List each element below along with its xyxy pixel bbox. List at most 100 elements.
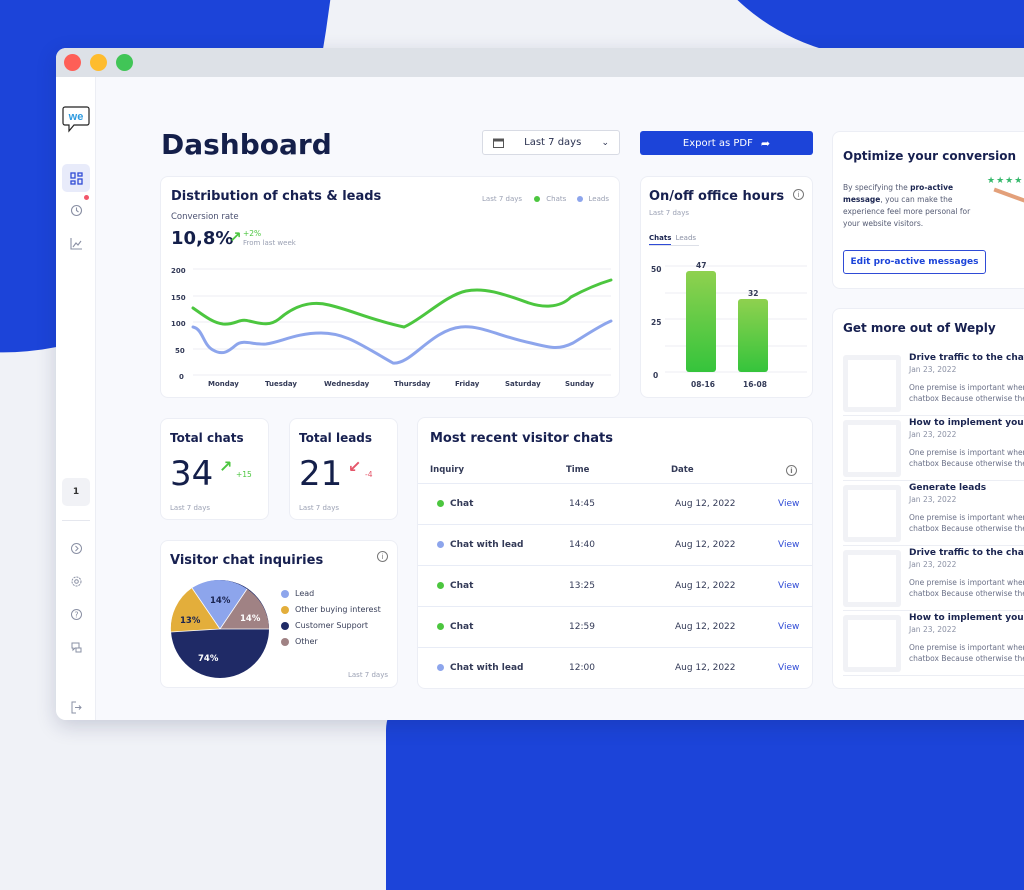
sidebar-item-expand[interactable]	[62, 534, 90, 562]
weply-resources-card: Get more out of Weply Drive traffic to t…	[832, 308, 1024, 689]
svg-text:Sunday: Sunday	[565, 380, 595, 388]
view-link[interactable]: View	[778, 498, 800, 509]
trend-up-icon: ↗	[229, 228, 242, 246]
title-bar	[56, 48, 1024, 77]
export-pdf-button[interactable]: Export as PDF ➦	[640, 131, 813, 155]
recent-chats-table: Inquiry Time Date i Chat 14:45 Aug 12, 20…	[418, 458, 812, 688]
chart-icon	[69, 237, 82, 250]
sidebar-item-dashboard[interactable]	[62, 164, 90, 192]
logo[interactable]: we	[62, 105, 90, 133]
calendar-icon	[493, 138, 504, 148]
office-hours-card: On/off office hours i Last 7 days Chats …	[640, 176, 813, 398]
sidebar-item-analytics[interactable]	[62, 229, 90, 257]
maximize-window-button[interactable]	[116, 54, 133, 71]
total-chats-card: Total chats 34 ↗ +15 Last 7 days	[160, 418, 269, 520]
button-label: Edit pro-active messages	[850, 257, 979, 267]
svg-text:32: 32	[748, 289, 758, 298]
date-range-value: Last 7 days	[524, 137, 582, 148]
view-link[interactable]: View	[778, 580, 800, 591]
article-thumbnail	[843, 550, 901, 607]
edit-pro-active-messages-button[interactable]: Edit pro-active messages	[843, 250, 986, 274]
legend-chats: Chats	[546, 195, 567, 203]
legend-item: Customer Support	[281, 621, 381, 630]
legend-item: Other	[281, 637, 381, 646]
sidebar-divider	[62, 520, 90, 521]
minimize-window-button[interactable]	[90, 54, 107, 71]
svg-text:Wednesday: Wednesday	[324, 380, 370, 388]
total-chats-change: +15	[236, 470, 252, 479]
column-header-date: Date	[671, 465, 694, 476]
total-leads-card: Total leads 21 ↙ -4 Last 7 days	[289, 418, 398, 520]
svg-text:0: 0	[653, 371, 658, 380]
table-row[interactable]: Chat 13:25 Aug 12, 2022 View	[418, 565, 812, 606]
sidebar-item-logout[interactable]	[62, 693, 90, 720]
total-chats-value: 34	[170, 454, 214, 494]
info-icon[interactable]: i	[793, 189, 804, 200]
chevron-down-icon: ⌄	[601, 137, 609, 148]
card-title: Distribution of chats & leads	[171, 189, 382, 204]
app-window: we 1 ? Dashboard Last 7 days ⌄ Export as…	[56, 48, 1024, 720]
svg-text:08-16: 08-16	[691, 380, 715, 389]
article-item[interactable]: Drive traffic to the chat via GoogleJan …	[843, 351, 1024, 416]
article-thumbnail	[843, 355, 901, 412]
close-window-button[interactable]	[64, 54, 81, 71]
info-icon[interactable]: i	[377, 551, 388, 562]
sidebar-item-help[interactable]: ?	[62, 600, 90, 628]
view-link[interactable]: View	[778, 662, 800, 673]
tab-leads[interactable]: Leads	[675, 234, 697, 242]
svg-text:0: 0	[179, 373, 184, 381]
sidebar: we 1 ?	[56, 77, 96, 720]
legend-item: Lead	[281, 589, 381, 598]
table-row[interactable]: Chat 14:45 Aug 12, 2022 View	[418, 483, 812, 524]
tab-chats[interactable]: Chats	[649, 234, 672, 245]
svg-text:?: ?	[74, 610, 78, 619]
page-title: Dashboard	[161, 128, 332, 161]
trend-down-icon: ↙	[348, 457, 362, 476]
period-label: Last 7 days	[299, 504, 340, 512]
tab-bar: Chats Leads	[649, 234, 699, 246]
pie-chart: 14% 13% 74% 14%	[170, 580, 269, 678]
table-row[interactable]: Chat 12:59 Aug 12, 2022 View	[418, 606, 812, 647]
svg-text:16-08: 16-08	[743, 380, 767, 389]
optimize-card: Optimize your conversion ✕ By specifying…	[832, 131, 1024, 289]
pie-legend: Lead Other buying interest Customer Supp…	[281, 589, 381, 653]
table-row[interactable]: Chat with lead 14:40 Aug 12, 2022 View	[418, 524, 812, 565]
svg-text:14%: 14%	[240, 614, 261, 624]
card-title: Visitor chat inquiries	[170, 553, 324, 568]
column-header-time: Time	[566, 465, 590, 476]
svg-text:Tuesday: Tuesday	[265, 380, 297, 388]
view-link[interactable]: View	[778, 539, 800, 550]
sidebar-item-settings[interactable]	[62, 567, 90, 595]
table-row[interactable]: Chat with lead 12:00 Aug 12, 2022 View	[418, 647, 812, 688]
article-item[interactable]: Generate leads Jan 23, 2022 One premise i…	[843, 481, 1024, 546]
sidebar-item-chat-settings[interactable]	[62, 633, 90, 661]
period-label: Last 7 days	[649, 209, 690, 217]
article-item[interactable]: How to implement your chatJan 23, 2022 O…	[843, 611, 1024, 676]
optimize-description: By specifying the pro-active message, yo…	[843, 183, 971, 228]
card-title: Optimize your conversion	[843, 149, 1017, 163]
total-leads-value: 21	[299, 454, 343, 494]
article-item[interactable]: How to implement your chatJan 23, 2022 O…	[843, 416, 1024, 481]
card-title: Most recent visitor chats	[430, 431, 613, 446]
article-item[interactable]: Drive traffic to the chat via GoogleJan …	[843, 546, 1024, 611]
svg-text:14%: 14%	[210, 596, 231, 606]
info-icon[interactable]: i	[768, 458, 812, 483]
card-title: On/off office hours	[649, 189, 785, 204]
svg-text:200: 200	[171, 267, 186, 275]
view-link[interactable]: View	[778, 621, 800, 632]
card-title: Get more out of Weply	[843, 321, 996, 335]
card-title: Total chats	[170, 431, 244, 445]
sidebar-item-history[interactable]	[62, 195, 90, 224]
counter-badge[interactable]: 1	[62, 478, 90, 506]
svg-text:Monday: Monday	[208, 380, 239, 388]
conversion-value: 10,8%	[171, 228, 234, 249]
svg-text:25: 25	[651, 318, 661, 327]
conversion-change-label: From last week	[243, 239, 296, 247]
gear-icon	[71, 576, 81, 586]
counter-value: 1	[72, 487, 80, 497]
legend-leads: Leads	[588, 195, 609, 203]
background-shape	[386, 690, 1024, 890]
svg-text:50: 50	[651, 265, 661, 274]
conversion-change: +2%	[243, 229, 262, 238]
date-range-dropdown[interactable]: Last 7 days ⌄	[482, 130, 620, 155]
